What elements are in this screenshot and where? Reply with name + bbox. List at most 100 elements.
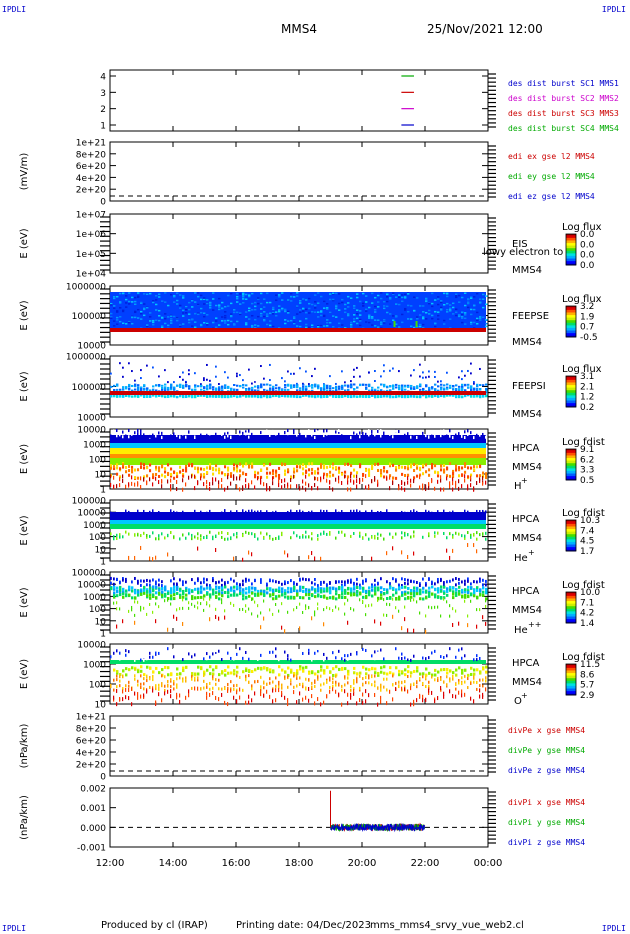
feepse-pixel: [263, 311, 266, 313]
feepse-colorbar-cell: [566, 322, 576, 325]
hpca-o-pixel: [230, 656, 232, 660]
feepsi-pixel: [242, 383, 245, 386]
hpca-h-pixel: [140, 484, 142, 489]
hpca-he2-pixel: [173, 597, 176, 601]
hpca-o-pixel: [245, 650, 247, 654]
feepse-pixel: [467, 301, 470, 303]
feepsi-pixel: [368, 371, 370, 374]
feepsi-pixel: [434, 389, 437, 392]
feepsi-pixel: [206, 388, 209, 391]
feepse-pixel: [359, 324, 362, 327]
hpca-o-pixel: [485, 665, 488, 669]
hpca-o-pixel: [113, 668, 116, 672]
hpca-h-pixel: [215, 477, 217, 482]
hpca-he2-pixel: [221, 586, 224, 590]
feepsi-pixel: [410, 387, 413, 390]
feepse-pixel: [296, 295, 299, 297]
hpca_he1-ytick-label: 1000: [83, 521, 106, 531]
hpca-o-pixel: [305, 655, 307, 659]
feepse-pixel: [191, 318, 194, 321]
feepsi-pixel: [407, 396, 410, 399]
hpca-h-pixel: [260, 477, 262, 482]
feepse-pixel: [431, 292, 434, 295]
feepsi-pixel: [242, 386, 245, 389]
feepse-pixel: [359, 310, 362, 312]
feepse-pixel: [425, 298, 428, 301]
hpca-he2-pixel: [236, 593, 239, 597]
hpca-o-pixel: [239, 647, 241, 651]
hpca-h-pixel: [245, 432, 247, 436]
feepsi-pixel: [443, 394, 446, 397]
feepsi-pixel: [143, 385, 146, 388]
feepsi-pixel: [302, 383, 305, 386]
hpca-he2-pixel: [230, 601, 232, 605]
hpca-h-pixel: [383, 431, 385, 435]
feepsi-pixel: [191, 371, 193, 374]
hpca-o-pixel: [449, 669, 452, 673]
feepsi-pixel: [335, 387, 338, 390]
feepse-pixel: [380, 321, 383, 323]
hpca-he2-pixel: [446, 589, 449, 593]
hpca-he1-band: [110, 520, 486, 524]
hpca-h-pixel: [329, 470, 332, 474]
feepse-pixel: [341, 324, 344, 326]
feepse-pixel: [407, 318, 410, 320]
hpca-he2-pixel: [446, 587, 449, 591]
hpca-h-pixel: [110, 482, 112, 487]
hpca-he1-pixel: [458, 512, 460, 516]
feepse-pixel: [260, 315, 263, 317]
feepsi-pixel: [278, 388, 281, 391]
hpca-h-pixel: [368, 473, 371, 477]
hpca-h-pixel: [473, 487, 475, 492]
feepsi-pixel: [455, 389, 458, 392]
hpca-he1-pixel: [434, 513, 436, 517]
hpca-he1-pixel: [470, 533, 472, 537]
hpca-he2-pixel: [410, 598, 412, 602]
feepsi-pixel: [443, 371, 445, 374]
feepsi-pixel: [116, 383, 119, 386]
feepse-pixel: [461, 321, 464, 324]
hpca_h-spacecraft-label: MMS4: [512, 462, 542, 473]
feepse-pixel: [197, 303, 200, 306]
feepsi-pixel: [203, 394, 206, 397]
feepse-pixel: [113, 325, 116, 327]
feepsi-pixel: [440, 395, 443, 398]
feepse-pixel: [455, 296, 458, 299]
feepse-pixel: [353, 307, 356, 310]
feepse-pixel: [146, 306, 149, 309]
hpca-he1-pixel: [458, 532, 460, 536]
feepse-pixel: [353, 320, 356, 323]
hpca-he1-pixel: [485, 510, 487, 514]
hpca-h-pixel: [335, 477, 337, 482]
hpca-o-pixel: [134, 651, 136, 655]
feepsi-pixel: [209, 386, 212, 389]
hpca-he2-pixel: [404, 597, 407, 601]
hpca-h-pixel: [305, 487, 307, 492]
feepsi-pixel: [350, 385, 353, 388]
hpca-he1-pixel: [179, 512, 181, 516]
hpca-h-pixel: [440, 464, 443, 468]
divpe-ytick-label: 0: [100, 773, 106, 783]
hpca-o-pixel: [320, 668, 323, 672]
hpca-he2-pixel: [125, 593, 128, 597]
burst-legend-item: des dist burst SC3 MMS3: [508, 109, 619, 118]
hpca-he2-pixel: [215, 607, 217, 611]
feepse-pixel: [356, 296, 359, 299]
hpca-he2-pixel: [464, 579, 466, 583]
feepsi-pixel: [221, 389, 224, 392]
feepsi-pixel: [311, 386, 314, 389]
hpca-he1-pixel: [296, 510, 298, 514]
hpca-h-pixel: [317, 486, 319, 491]
feepse-colorbar-cell: [566, 315, 576, 317]
feepsi-pixel: [251, 394, 254, 397]
hpca-h-pixel: [350, 478, 352, 483]
eis-instrument-label: EIS: [512, 239, 528, 250]
hpca-h-pixel: [419, 473, 422, 477]
hpca-h-pixel: [245, 478, 247, 483]
feepse-pixel: [128, 320, 131, 323]
hpca_o-colorbar-cell: [566, 692, 576, 695]
feepse-pixel: [155, 319, 158, 322]
hpca-he1-pixel: [407, 512, 409, 516]
hpca-h-pixel: [485, 473, 488, 477]
